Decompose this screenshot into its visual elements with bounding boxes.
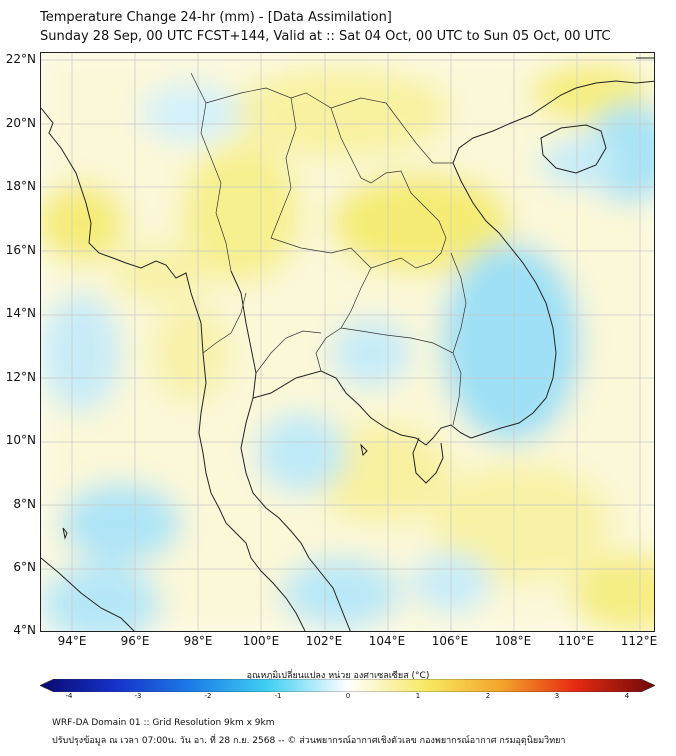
temperature-change-map — [40, 52, 655, 632]
lat-label: 4°N — [13, 623, 36, 637]
colorbar-tick: 4 — [624, 692, 630, 700]
lat-label: 8°N — [13, 497, 36, 511]
colorbar-tick: -1 — [274, 692, 282, 700]
footer-model-info: WRF-DA Domain 01 :: Grid Resolution 9km … — [52, 718, 275, 728]
lat-label: 20°N — [5, 116, 36, 130]
lat-label: 6°N — [13, 560, 36, 574]
colorbar — [40, 679, 655, 692]
lat-label: 14°N — [5, 306, 36, 320]
colorbar-tick: 2 — [485, 692, 491, 700]
lon-label: 98°E — [183, 634, 213, 648]
lon-label: 106°E — [431, 634, 469, 648]
lat-label: 16°N — [5, 243, 36, 257]
lon-label: 112°E — [620, 634, 658, 648]
lon-label: 94°E — [57, 634, 87, 648]
lon-label: 100°E — [242, 634, 280, 648]
borders — [190, 72, 467, 426]
colorbar-tick: -3 — [134, 692, 142, 700]
lat-label: 12°N — [5, 370, 36, 384]
lon-label: 102°E — [305, 634, 343, 648]
colorbar-tick: 3 — [554, 692, 560, 700]
map-canvas — [41, 53, 654, 631]
coastlines — [41, 57, 654, 631]
lon-label: 96°E — [120, 634, 150, 648]
lat-label: 22°N — [5, 52, 36, 66]
colorbar-label: อุณหภูมิเปลี่ยนแปลง หน่วย องศาเซลเซียส (… — [246, 671, 430, 681]
colorbar-tick: 1 — [415, 692, 421, 700]
lon-label: 104°E — [368, 634, 406, 648]
colorbar-tick: -4 — [65, 692, 73, 700]
colorbar-tick: -2 — [204, 692, 212, 700]
lon-label: 110°E — [557, 634, 595, 648]
colorbar-tick: 0 — [345, 692, 351, 700]
footer-credit: ปรับปรุงข้อมูล ณ เวลา 07:00น. วัน อา. ที… — [52, 736, 566, 746]
graticule — [41, 53, 654, 631]
field-anomalies — [41, 53, 654, 631]
lat-label: 10°N — [5, 433, 36, 447]
map-subtitle: Sunday 28 Sep, 00 UTC FCST+144, Valid at… — [40, 29, 611, 44]
map-title: Temperature Change 24-hr (mm) - [Data As… — [40, 10, 392, 25]
lon-label: 108°E — [494, 634, 532, 648]
lat-label: 18°N — [5, 179, 36, 193]
